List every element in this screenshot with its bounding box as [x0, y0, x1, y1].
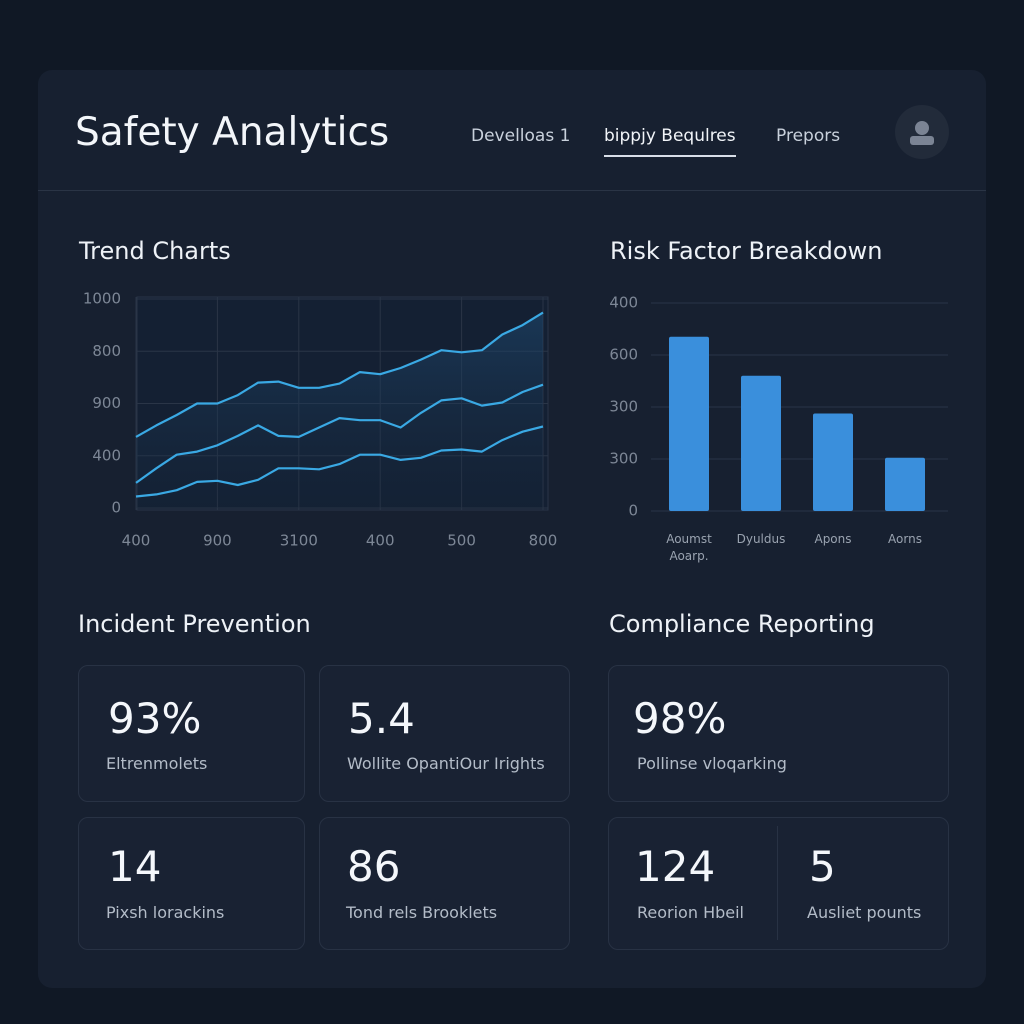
bar	[741, 375, 781, 511]
section-title: Compliance Reporting	[609, 610, 875, 638]
x-tick-label: 400	[366, 532, 395, 550]
y-tick-label: 300	[609, 398, 638, 416]
y-tick-label: 800	[92, 342, 121, 360]
stat-card	[608, 817, 949, 950]
x-tick-label: Aorns	[888, 532, 922, 546]
y-tick-label: 600	[609, 346, 638, 364]
bar	[669, 336, 709, 511]
stat-card	[319, 665, 570, 802]
x-tick-label: 800	[529, 532, 558, 550]
stat-value: 14	[108, 842, 162, 891]
stat-label: Eltrenmolets	[106, 754, 208, 773]
x-tick-label: Aoumst Aoarp.	[666, 532, 712, 563]
section-title: Trend Charts	[79, 237, 231, 265]
y-tick-label: 400	[92, 446, 121, 464]
x-tick-label: 900	[203, 532, 232, 550]
stat-card	[608, 665, 949, 802]
area	[136, 312, 543, 508]
stat-label: Pixsh lorackins	[106, 903, 225, 922]
x-tick-label: 500	[447, 532, 476, 550]
stat-card	[78, 665, 305, 802]
y-tick-label: 900	[92, 394, 121, 412]
stat-label: Reorion Hbeil	[637, 903, 744, 922]
stat-card	[78, 817, 305, 950]
x-tick-label: Dyuldus	[736, 532, 786, 546]
x-tick-label: Apons	[814, 532, 852, 546]
line	[135, 311, 544, 438]
stat-value: 5	[809, 842, 836, 891]
stat-value: 124	[635, 842, 716, 891]
x-tick-label: 3100	[280, 532, 318, 550]
stat-label: Wollite OpantiOur Irights	[347, 754, 545, 773]
y-tick-label: 0	[628, 502, 638, 520]
stat-value: 98%	[633, 694, 727, 743]
line	[135, 383, 544, 484]
y-tick-label: 1000	[83, 290, 121, 308]
nav-link[interactable]: Prepors	[776, 126, 841, 146]
card-divider	[777, 826, 778, 940]
avatar[interactable]	[895, 105, 949, 159]
section-title: Incident Prevention	[78, 610, 311, 638]
stat-label: Ausliet pounts	[807, 903, 922, 922]
line	[135, 425, 544, 498]
bar	[885, 457, 925, 511]
stat-label: Tond rels Brooklets	[346, 903, 498, 922]
stat-value: 93%	[108, 694, 202, 743]
y-tick-label: 300	[609, 450, 638, 468]
stat-card	[319, 817, 570, 950]
avatar-icon	[910, 121, 934, 145]
nav-link[interactable]: bippjy Bequlres	[604, 126, 736, 157]
bar	[813, 413, 853, 511]
y-tick-label: 0	[111, 499, 121, 517]
stat-value: 86	[347, 842, 401, 891]
page-title: Safety Analytics	[75, 110, 390, 155]
y-tick-label: 400	[609, 294, 638, 312]
nav-link[interactable]: Develloas 1	[471, 126, 571, 146]
section-title: Risk Factor Breakdown	[610, 237, 883, 265]
stat-label: Pollinse vloqarking	[637, 754, 787, 773]
stat-value: 5.4	[348, 694, 415, 743]
x-tick-label: 400	[122, 532, 151, 550]
divider	[38, 190, 986, 191]
